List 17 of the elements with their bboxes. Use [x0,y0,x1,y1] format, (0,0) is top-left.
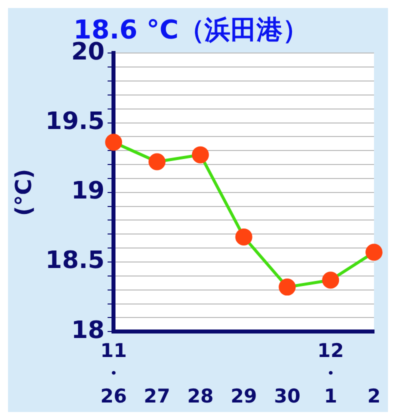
x-tick-label: 29 [230,386,258,408]
x-tick-label: 30 [274,386,300,408]
x-tick-label: 12 ・ 1 [317,340,344,408]
point [366,244,382,261]
point [235,228,252,246]
point [278,278,296,296]
y-axis-title: (°C) [12,168,37,216]
x-tick-label: 27 [144,386,170,408]
point [105,134,122,151]
x-tick-label: 28 [187,386,214,408]
y-tick-label: 19.5 [45,107,105,136]
y-tick-label: 18.5 [45,246,105,274]
point [192,146,209,164]
x-tick-label: 2 [367,386,381,408]
y-tick-label: 19 [71,176,105,205]
point [322,272,340,289]
point [148,153,166,170]
